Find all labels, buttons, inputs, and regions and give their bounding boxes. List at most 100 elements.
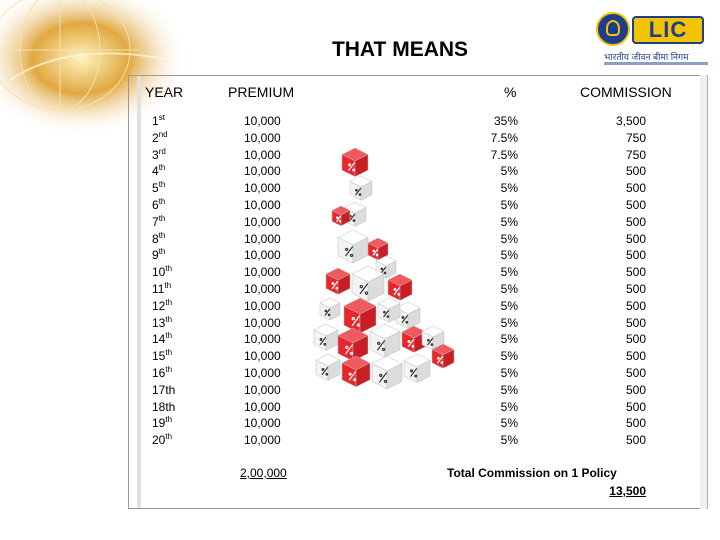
commission-cell: 500	[625, 181, 646, 196]
percent-cell: 5%	[500, 382, 518, 397]
year-column: 1st 2nd 3rd 4th 5th 6th 7th 8th 9th 10th 11th 12th 1…	[152, 113, 175, 449]
year-suffix: th	[165, 432, 173, 442]
percent-cube	[319, 297, 341, 321]
year-suffix: th	[165, 297, 173, 307]
year-suffix: th	[165, 415, 173, 425]
year-number: 12	[152, 298, 166, 313]
lic-logo-underline	[604, 62, 708, 65]
premium-column: 10,000 10,000 10,000 10,000 10,000 10,000 10,0…	[244, 113, 281, 449]
commission-cell: 750	[625, 130, 646, 145]
premium-cell: 10,000	[244, 349, 281, 364]
premium-cell: 10,000	[244, 181, 281, 196]
year-number: 8	[152, 231, 159, 246]
premium-cell: 10,000	[244, 382, 281, 397]
commission-cell: 500	[625, 265, 646, 280]
year-number: 18th	[152, 399, 176, 414]
percent-cell: 5%	[500, 164, 518, 179]
year-number: 14	[152, 332, 166, 347]
year-number: 16	[152, 365, 166, 380]
percent-cube	[395, 301, 421, 329]
year-cell: 1st	[152, 113, 175, 130]
commission-column: 3,500 750 750 500 500 500 500 500 500 500 500 500 50…	[580, 113, 646, 449]
year-suffix: th	[164, 280, 172, 290]
percent-cube	[369, 323, 401, 358]
page-title: THAT MEANS	[331, 38, 469, 61]
header-premium: PREMIUM	[228, 84, 295, 100]
year-cell: 20th	[152, 432, 175, 449]
year-cell: 18th	[152, 399, 175, 416]
year-suffix: th	[158, 196, 166, 206]
lic-logo: LIC भारतीय जीवन बीमा निगम	[596, 12, 708, 72]
year-cell: 5th	[152, 180, 175, 197]
lic-emblem-icon	[596, 12, 630, 46]
percent-cell: 5%	[500, 281, 518, 296]
year-suffix: th	[165, 314, 173, 324]
commission-cell: 500	[625, 164, 646, 179]
year-cell: 8th	[152, 231, 175, 248]
percent-cube	[337, 327, 369, 362]
total-commission-label: Total Commission on 1 Policy	[447, 466, 617, 480]
percent-cube	[403, 353, 431, 384]
header-commission: COMMISSION	[580, 84, 672, 100]
total-commission-value: 13,500	[609, 484, 646, 498]
percent-cube	[341, 355, 371, 388]
lic-logo-hindi: भारतीय जीवन बीमा निगम	[604, 52, 689, 62]
year-suffix: th	[165, 364, 173, 374]
year-cell: 12th	[152, 298, 175, 315]
percent-cell: 5%	[500, 181, 518, 196]
year-cell: 13th	[152, 315, 175, 332]
percent-cell: 35%	[493, 114, 518, 128]
year-cell: 9th	[152, 247, 175, 264]
percent-cell: 5%	[500, 298, 518, 313]
year-cell: 16th	[152, 365, 175, 382]
lic-logo-text: LIC	[632, 16, 704, 44]
percent-cell: 7.5%	[490, 147, 518, 162]
premium-cell: 10,000	[244, 265, 281, 280]
year-cell: 6th	[152, 197, 175, 214]
percent-cube	[367, 237, 389, 261]
percent-cell: 5%	[500, 265, 518, 280]
percent-cell: 5%	[500, 197, 518, 212]
percent-cell: 5%	[500, 365, 518, 380]
percent-cell: 5%	[500, 315, 518, 330]
commission-cell: 500	[625, 214, 646, 229]
premium-cell: 10,000	[244, 164, 281, 179]
year-suffix: th	[158, 247, 166, 257]
year-number: 2	[152, 130, 159, 145]
percent-cube	[325, 267, 351, 295]
commission-cell: 750	[625, 147, 646, 162]
frame-edge	[700, 75, 708, 509]
year-cell: 11th	[152, 281, 175, 298]
commission-cell: 500	[625, 433, 646, 448]
percent-cube	[343, 297, 377, 334]
percent-cube	[331, 205, 351, 227]
year-cell: 2nd	[152, 130, 175, 147]
percent-cubes-image	[312, 147, 462, 398]
header-percent: %	[504, 84, 517, 100]
year-suffix: th	[158, 163, 166, 173]
percent-cell: 5%	[500, 214, 518, 229]
year-number: 15	[152, 349, 166, 364]
year-cell: 14th	[152, 331, 175, 348]
premium-cell: 10,000	[244, 433, 281, 448]
commission-cell: 500	[625, 332, 646, 347]
commission-cell: 500	[625, 349, 646, 364]
percent-cube	[431, 343, 455, 369]
commission-cell: 500	[625, 248, 646, 263]
commission-cell: 500	[625, 298, 646, 313]
year-number: 5	[152, 181, 159, 196]
year-cell: 3rd	[152, 147, 175, 164]
premium-cell: 10,000	[244, 197, 281, 212]
year-cell: 15th	[152, 348, 175, 365]
percent-cell: 5%	[500, 399, 518, 414]
year-suffix: th	[158, 180, 166, 190]
year-number: 4	[152, 164, 159, 179]
premium-cell: 10,000	[244, 231, 281, 246]
percent-cube	[351, 265, 385, 302]
year-number: 6	[152, 197, 159, 212]
year-suffix: th	[165, 264, 173, 274]
year-number: 13	[152, 315, 166, 330]
premium-cell: 10,000	[244, 130, 281, 145]
commission-cell: 500	[625, 197, 646, 212]
year-number: 11	[152, 281, 165, 296]
